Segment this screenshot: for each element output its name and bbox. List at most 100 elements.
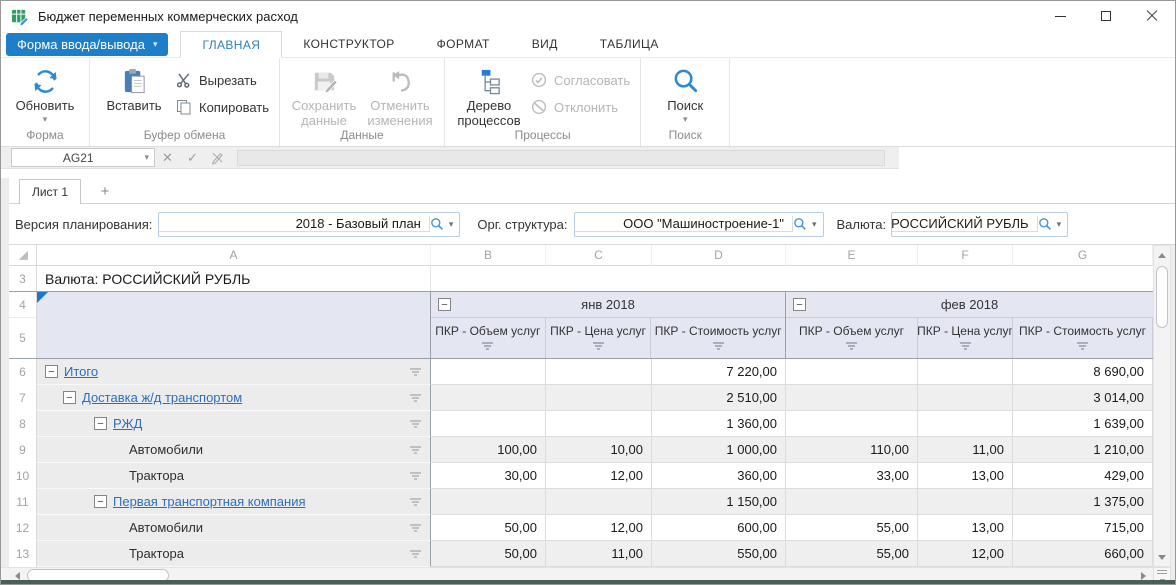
row-label-cell[interactable]: − Первая транспортная компания [37, 489, 431, 515]
menu-tab-2[interactable]: ФОРМАТ [436, 37, 490, 51]
collapse-icon[interactable]: − [94, 417, 107, 430]
row-header-13[interactable]: 13 [9, 541, 37, 567]
minimize-button[interactable] [1037, 1, 1083, 31]
filter-funnel-icon[interactable] [1077, 342, 1088, 350]
sheet-tab-1[interactable]: Лист 1 [19, 179, 81, 204]
row-label-cell[interactable]: Трактора [37, 541, 431, 567]
value-cell[interactable]: 55,00 [786, 541, 918, 567]
row-header-11[interactable]: 11 [9, 489, 37, 515]
menu-tab-1[interactable]: КОНСТРУКТОР [303, 37, 395, 51]
value-cell[interactable] [786, 385, 918, 411]
currency-cell[interactable]: Валюта: РОССИЙСКИЙ РУБЛЬ [37, 266, 431, 291]
value-cell[interactable]: 1 150,00 [652, 489, 786, 515]
row-label[interactable]: Доставка ж/д транспортом [82, 390, 243, 405]
insert-function-icon[interactable] [205, 150, 230, 165]
measure-header-cell[interactable]: ПКР - Цена услуг [545, 318, 652, 358]
row-header-5[interactable]: 5 [19, 331, 26, 345]
measure-header-cell[interactable]: ПКР - Стоимость услуг [651, 318, 785, 358]
row-header-8[interactable]: 8 [9, 411, 37, 437]
value-cell[interactable]: 660,00 [1013, 541, 1153, 567]
value-cell[interactable]: 1 360,00 [652, 411, 786, 437]
value-cell[interactable] [431, 489, 546, 515]
row-label-cell[interactable]: − Доставка ж/д транспортом [37, 385, 431, 411]
search-button[interactable]: Поиск ▾ [647, 62, 723, 124]
org-structure-filter[interactable]: ООО "Машиностроение-1" ▾ [573, 211, 824, 237]
row-header-10[interactable]: 10 [9, 463, 37, 489]
value-cell[interactable]: 2 510,00 [652, 385, 786, 411]
value-cell[interactable] [546, 359, 652, 385]
row-label[interactable]: Первая транспортная компания [113, 494, 306, 509]
collapse-icon[interactable]: − [793, 298, 806, 311]
value-cell[interactable]: 11,00 [546, 541, 652, 567]
value-cell[interactable]: 1 375,00 [1013, 489, 1153, 515]
version-filter[interactable]: 2018 - Базовый план ▾ [158, 211, 461, 237]
row-header-3[interactable]: 3 [9, 266, 37, 291]
maximize-button[interactable] [1083, 1, 1129, 31]
cell-name-box[interactable]: AG21 ▾ [11, 148, 155, 167]
value-cell[interactable]: 8 690,00 [1013, 359, 1153, 385]
value-cell[interactable]: 429,00 [1013, 463, 1153, 489]
column-header-G[interactable]: G [1013, 245, 1153, 266]
column-header-D[interactable]: D [652, 245, 786, 266]
save-button[interactable]: Сохранить данные [286, 62, 362, 128]
row-label[interactable]: Итого [64, 364, 99, 379]
value-cell[interactable] [918, 385, 1013, 411]
value-cell[interactable]: 1 000,00 [652, 437, 786, 463]
measure-header-cell[interactable]: ПКР - Стоимость услуг [1013, 318, 1153, 358]
filter-funnel-icon[interactable] [592, 342, 604, 350]
value-cell[interactable]: 50,00 [431, 515, 546, 541]
scroll-right-button[interactable] [1135, 568, 1151, 583]
value-cell[interactable] [546, 385, 652, 411]
dropdown-caret-icon[interactable]: ▾ [448, 218, 454, 229]
value-cell[interactable]: 12,00 [546, 463, 652, 489]
value-cell[interactable]: 1 639,00 [1013, 411, 1153, 437]
row-header-4[interactable]: 4 [9, 292, 36, 318]
row-header-7[interactable]: 7 [9, 385, 37, 411]
value-cell[interactable] [786, 489, 918, 515]
vertical-scroll-thumb[interactable] [1156, 266, 1168, 328]
value-cell[interactable]: 11,00 [918, 437, 1013, 463]
filter-funnel-icon[interactable] [959, 342, 971, 350]
row-label-cell[interactable]: Трактора [37, 463, 431, 489]
select-all-corner[interactable] [9, 245, 37, 266]
value-cell[interactable] [786, 411, 918, 437]
menu-tab-0[interactable]: ГЛАВНАЯ [180, 31, 283, 58]
approve-button[interactable]: Согласовать [527, 71, 634, 89]
value-cell[interactable] [786, 359, 918, 385]
scroll-left-button[interactable] [9, 568, 25, 583]
value-cell[interactable] [431, 359, 546, 385]
copy-button[interactable]: Копировать [172, 98, 273, 116]
filter-funnel-icon[interactable] [410, 368, 421, 376]
row-header-12[interactable]: 12 [9, 515, 37, 541]
value-cell[interactable]: 30,00 [431, 463, 546, 489]
vertical-scrollbar[interactable] [1153, 245, 1171, 567]
filter-funnel-icon[interactable] [410, 472, 421, 480]
value-cell[interactable] [918, 359, 1013, 385]
month-header-cell[interactable]: − фев 2018 [786, 292, 1153, 318]
month-header-cell[interactable]: − янв 2018 [431, 292, 785, 318]
filter-funnel-icon[interactable] [410, 394, 421, 402]
value-cell[interactable]: 13,00 [918, 463, 1013, 489]
row-label-cell[interactable]: − Итого [37, 359, 431, 385]
row-label-cell[interactable]: Автомобили [37, 437, 431, 463]
filter-funnel-icon[interactable] [482, 342, 494, 350]
horizontal-scrollbar[interactable] [1, 567, 1153, 583]
row-header-6[interactable]: 6 [9, 359, 37, 385]
refresh-button[interactable]: Обновить ▾ [7, 62, 83, 124]
column-header-F[interactable]: F [918, 245, 1013, 266]
collapse-icon[interactable]: − [63, 391, 76, 404]
measure-header-cell[interactable]: ПКР - Объем услуг [431, 318, 546, 358]
search-icon[interactable] [793, 217, 807, 231]
dropdown-caret-icon[interactable]: ▾ [811, 218, 817, 229]
value-cell[interactable]: 50,00 [431, 541, 546, 567]
column-header-E[interactable]: E [786, 245, 918, 266]
value-cell[interactable] [431, 385, 546, 411]
filter-funnel-icon[interactable] [410, 524, 421, 532]
value-cell[interactable] [431, 411, 546, 437]
value-cell[interactable] [546, 489, 652, 515]
collapse-icon[interactable]: − [438, 298, 451, 311]
value-cell[interactable]: 13,00 [918, 515, 1013, 541]
value-cell[interactable]: 360,00 [652, 463, 786, 489]
add-sheet-button[interactable]: + [100, 182, 110, 200]
scroll-up-button[interactable] [1154, 247, 1170, 263]
